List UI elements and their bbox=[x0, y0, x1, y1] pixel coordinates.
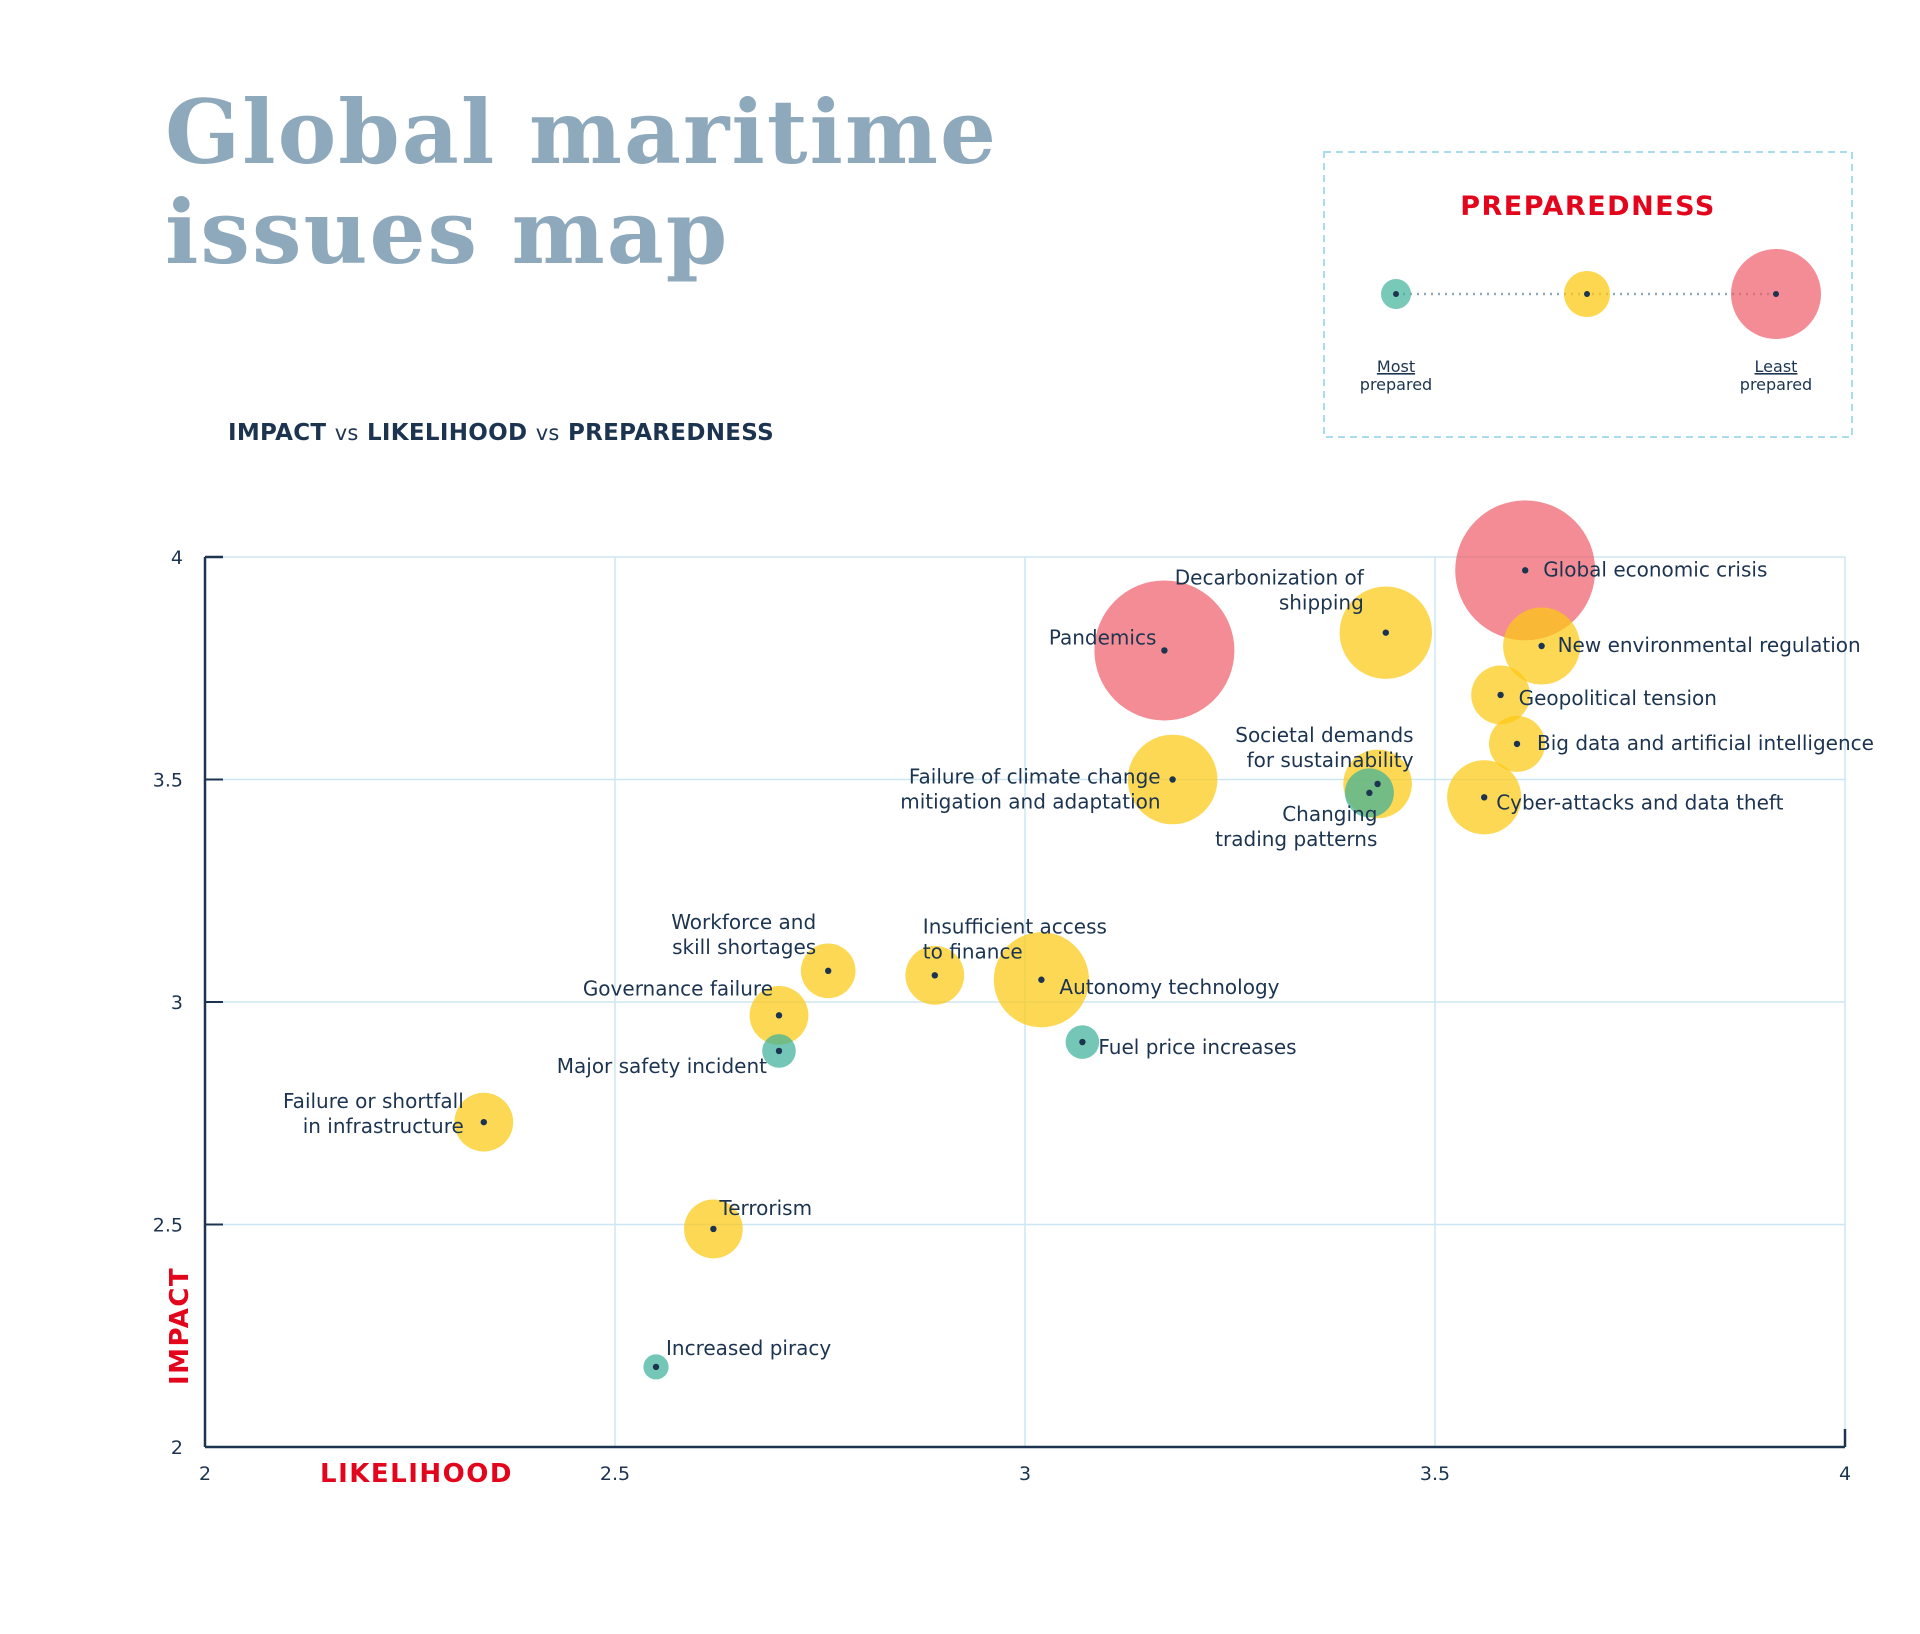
bubble-label: Increased piracy bbox=[666, 1336, 831, 1360]
y-tick-label: 4 bbox=[171, 547, 183, 569]
preparedness-legend: PREPAREDNESS Most prepared Least prepare… bbox=[1323, 151, 1853, 438]
y-tick-label: 2.5 bbox=[153, 1215, 183, 1237]
bubble-center-dot bbox=[1497, 691, 1504, 699]
bubble-label: Terrorism bbox=[718, 1196, 812, 1220]
legend-least-label-2: prepared bbox=[1740, 375, 1812, 394]
legend-middle-dot bbox=[1584, 291, 1590, 297]
bubble-center-dot bbox=[480, 1118, 487, 1126]
page-title: Global maritime issues map bbox=[165, 82, 998, 282]
bubble-label-line: Societal demands bbox=[1235, 723, 1413, 747]
bubble-center-dot bbox=[1522, 567, 1529, 574]
legend-most-label-1: Most bbox=[1377, 357, 1415, 376]
bubbles bbox=[454, 500, 1596, 1380]
y-axis-title: IMPACT bbox=[165, 1267, 195, 1385]
x-tick-label: 3.5 bbox=[1420, 1463, 1450, 1485]
title-line-2: issues map bbox=[165, 180, 730, 284]
legend-frame bbox=[1323, 151, 1853, 438]
bubble-center-dot bbox=[1169, 776, 1176, 783]
x-tick-label: 2.5 bbox=[600, 1463, 630, 1485]
bubble-center-dot bbox=[1382, 629, 1390, 636]
bubble-label: Failure or shortfall in infrastructure bbox=[283, 1089, 464, 1138]
bubble-label: Insufficient access to finance bbox=[923, 914, 1107, 963]
bubble-label-line: Failure of climate change bbox=[909, 765, 1161, 789]
chart-subtitle: IMPACT vs LIKELIHOOD vs PREPAREDNESS bbox=[228, 420, 774, 446]
bubble-center-dot bbox=[1161, 647, 1168, 654]
y-tick-label: 2 bbox=[171, 1437, 183, 1459]
bubble-center-dot bbox=[775, 1012, 783, 1019]
bubble-label: Pandemics bbox=[1049, 625, 1157, 649]
subtitle-likelihood: LIKELIHOOD bbox=[366, 420, 528, 446]
subtitle-impact: IMPACT bbox=[228, 420, 327, 446]
x-tick-label: 3 bbox=[1019, 1463, 1031, 1485]
x-tick-label: 4 bbox=[1839, 1463, 1851, 1485]
subtitle-vs-1: vs bbox=[334, 421, 359, 445]
bubble-label-line: shipping bbox=[1279, 591, 1364, 615]
subtitle-preparedness: PREPAREDNESS bbox=[567, 420, 774, 446]
bubble-center-dot bbox=[931, 972, 938, 979]
legend-least-dot bbox=[1773, 291, 1779, 297]
bubble-label: Geopolitical tension bbox=[1519, 686, 1717, 710]
bubble-label-line: Changing bbox=[1282, 802, 1377, 826]
bubble-center-dot bbox=[1366, 789, 1373, 797]
bubble-labels: Global economic crisis Pandemics Decarboni… bbox=[283, 557, 1874, 1360]
bubble-label-line: mitigation and adaptation bbox=[900, 790, 1160, 814]
bubble-center-dot bbox=[1481, 794, 1488, 801]
bubble-label: Fuel price increases bbox=[1098, 1035, 1296, 1059]
bubble-label: Governance failure bbox=[583, 976, 773, 1000]
bubble-label-line: Failure or shortfall bbox=[283, 1089, 464, 1113]
bubble-label: Major safety incident bbox=[557, 1054, 767, 1078]
bubble-label-line: skill shortages bbox=[672, 935, 816, 959]
bubble-label: Changing trading patterns bbox=[1215, 802, 1377, 851]
x-tick-label: 2 bbox=[199, 1463, 211, 1485]
bubble-label-line: to finance bbox=[923, 939, 1023, 963]
bubble-label: Autonomy technology bbox=[1059, 975, 1279, 999]
bubble-label: Big data and artificial intelligence bbox=[1537, 731, 1874, 755]
legend-most-label-2: prepared bbox=[1360, 375, 1432, 394]
bubble-label: New environmental regulation bbox=[1558, 633, 1861, 657]
y-tick-label: 3.5 bbox=[153, 770, 183, 792]
bubble-center-dot bbox=[652, 1363, 660, 1371]
tick-labels: 2 2.5 3 3.5 4 2 2.5 3 3.5 4 bbox=[153, 547, 1851, 1485]
legend-most-dot bbox=[1393, 291, 1399, 297]
subtitle-vs-2: vs bbox=[535, 421, 560, 445]
bubble-label: Global economic crisis bbox=[1543, 557, 1767, 581]
legend-title: PREPAREDNESS bbox=[1460, 191, 1716, 222]
bubble-center-dot bbox=[1079, 1038, 1086, 1046]
bubble-center-dot bbox=[825, 967, 832, 975]
bubble-center-dot bbox=[1374, 780, 1381, 788]
bubble-label-line: Workforce and bbox=[671, 910, 816, 934]
bubble-center-dot bbox=[710, 1225, 717, 1233]
bubble-label-line: Insufficient access bbox=[923, 914, 1107, 938]
title-line-1: Global maritime bbox=[165, 80, 998, 184]
y-tick-label: 3 bbox=[171, 992, 183, 1014]
bubble-center-dot bbox=[775, 1047, 783, 1055]
bubble-label: Workforce and skill shortages bbox=[671, 910, 816, 959]
bubble-label-line: Decarbonization of bbox=[1175, 566, 1365, 590]
bubble-label: Decarbonization of shipping bbox=[1175, 566, 1365, 615]
bubble-center-dot bbox=[1513, 740, 1521, 748]
legend-least-label-1: Least bbox=[1755, 357, 1798, 376]
x-axis-title: LIKELIHOOD bbox=[320, 1459, 513, 1489]
bubble-label: Cyber-attacks and data theft bbox=[1496, 790, 1783, 814]
bubble-label-line: in infrastructure bbox=[303, 1114, 464, 1138]
bubble-label: Failure of climate change mitigation and … bbox=[900, 765, 1160, 814]
bubble-center-dot bbox=[1038, 976, 1045, 983]
bubble-label-line: for sustainability bbox=[1247, 748, 1414, 772]
bubble-center-dot bbox=[1538, 642, 1545, 650]
bubble-label-line: trading patterns bbox=[1215, 827, 1377, 851]
bubble-label: Societal demands for sustainability bbox=[1235, 723, 1413, 772]
